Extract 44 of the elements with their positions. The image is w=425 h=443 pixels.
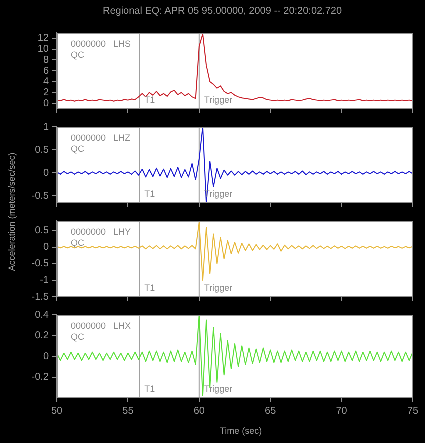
x-tick-label: 70 [336, 406, 348, 417]
annotation: QC [71, 144, 85, 154]
ref-line-label: Trigger [204, 384, 233, 394]
x-axis-title: Time (sec) [218, 426, 264, 436]
y-tick-label: 1 [43, 122, 50, 133]
y-axis-title: Acceleration (meters/sec/sec) [7, 152, 17, 272]
y-tick-label: 8 [43, 54, 50, 66]
y-tick-label: -1.5 [32, 292, 50, 303]
y-tick-label: 10 [38, 44, 50, 56]
y-tick-label: 0.5 [35, 226, 50, 237]
y-tick-label: 0.4 [35, 310, 50, 321]
annotation: 0000000 LHS [71, 39, 132, 49]
y-tick-label: 0.2 [35, 330, 50, 342]
y-tick-label: 2 [43, 87, 50, 98]
y-tick-label: 12 [38, 33, 50, 44]
x-tick-label: 50 [51, 406, 63, 417]
x-tick-label: 75 [407, 406, 419, 417]
ref-line-label: Trigger [204, 283, 233, 293]
x-tick-label: 65 [265, 406, 277, 417]
annotation: 0000000 LHZ [71, 133, 132, 143]
annotation: QC [71, 332, 85, 342]
y-tick-label: 0 [43, 168, 50, 179]
y-tick-label: -1 [40, 275, 50, 286]
y-tick-label: 0 [43, 351, 50, 362]
annotation: QC [71, 50, 85, 60]
chart-title: Regional EQ: APR 05 95.00000, 2009 -- 20:20:02.720 [102, 5, 344, 19]
y-tick-label: -0.2 [32, 372, 50, 383]
y-tick-label: 0 [43, 242, 50, 254]
ref-line-label: Trigger [204, 95, 233, 105]
ref-line-label: T1 [144, 384, 156, 394]
x-tick-label: 60 [194, 406, 206, 417]
y-tick-label: -0.5 [32, 190, 50, 202]
ref-line-label: T1 [144, 283, 156, 293]
y-tick-label: 0 [43, 98, 50, 110]
y-tick-label: 6 [43, 66, 50, 77]
x-tick-label: 55 [122, 406, 134, 417]
y-tick-label: 4 [43, 76, 50, 88]
ref-line-label: T1 [144, 189, 156, 199]
annotation: 0000000 LHX [71, 321, 132, 331]
y-tick-label: -0.5 [32, 258, 50, 270]
annotation: QC [71, 238, 85, 248]
ref-line-label: T1 [144, 95, 156, 105]
annotation: 0000000 LHY [71, 227, 132, 237]
y-tick-label: 0.5 [35, 144, 50, 156]
